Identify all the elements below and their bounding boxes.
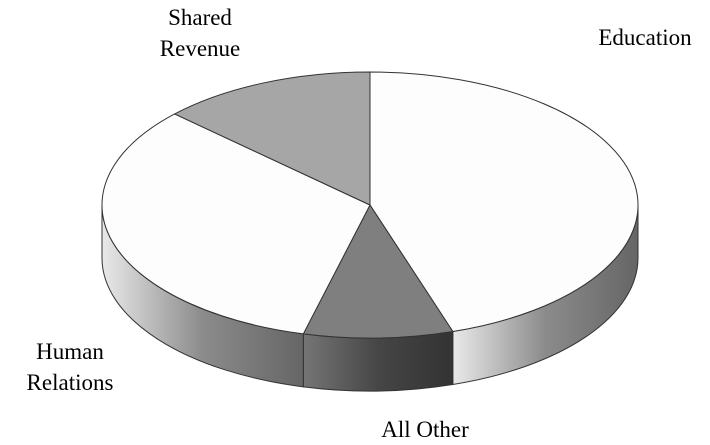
slice: [302, 204, 454, 339]
slice-label: Human Relations: [26, 339, 114, 395]
slice: [101, 113, 371, 335]
slice-side-shade: [302, 330, 454, 392]
slice: [369, 71, 639, 333]
slice: [173, 71, 371, 206]
slice-label: Shared Revenue: [159, 5, 241, 61]
slice-label: All Other: [381, 417, 469, 442]
slice-label: Education: [598, 25, 692, 50]
